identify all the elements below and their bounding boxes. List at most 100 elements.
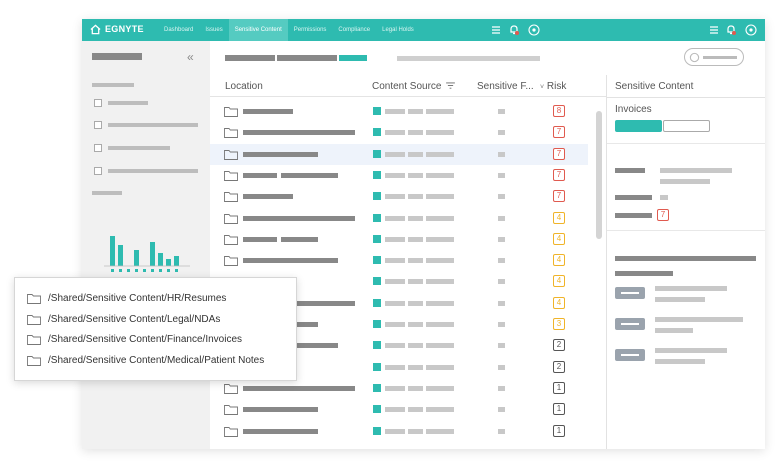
table-scrollbar[interactable]	[596, 111, 602, 239]
tag-chip[interactable]	[615, 349, 645, 361]
content-source-icon	[373, 256, 381, 265]
table-row[interactable]: 1	[210, 378, 588, 399]
filter-option-label	[108, 123, 198, 127]
nav-tab-compliance[interactable]: Compliance	[338, 27, 371, 33]
detail-panel-subtitle: Invoices	[615, 104, 652, 115]
sensitive-findings-value	[498, 194, 505, 200]
content-source-text	[426, 407, 454, 413]
nav-tab-legal-holds[interactable]: Legal Holds	[382, 27, 414, 33]
table-row[interactable]: 7	[210, 186, 588, 207]
dropdown-item[interactable]: /Shared/Sensitive Content/Finance/Invoic…	[27, 331, 242, 347]
tag-description	[655, 348, 727, 353]
nav-tab-permissions[interactable]: Permissions	[293, 27, 327, 33]
content-source-text	[408, 109, 423, 114]
detail-label	[615, 213, 652, 218]
tag-description	[655, 297, 705, 302]
content-source-text	[408, 172, 423, 178]
content-source-icon	[373, 149, 381, 158]
bell-icon[interactable]	[508, 24, 520, 36]
sensitive-findings-value	[498, 300, 505, 306]
table-row[interactable]: 7	[210, 143, 588, 165]
home-icon[interactable]	[90, 24, 101, 35]
tag-description	[655, 286, 727, 291]
table-row[interactable]: 7	[210, 122, 588, 143]
content-source-icon	[373, 213, 381, 222]
tag-chip[interactable]	[615, 318, 645, 330]
sort-desc-icon[interactable]: ˅	[540, 84, 545, 91]
table-header: Location Content Source Sensitive F... ˅…	[210, 75, 606, 97]
filter-icon[interactable]	[446, 82, 456, 89]
tag-chip[interactable]	[615, 287, 645, 299]
content-source-icon	[373, 107, 381, 115]
breadcrumb-segment[interactable]	[277, 55, 337, 61]
content-source-text	[408, 322, 423, 327]
column-header-sensitive[interactable]: Sensitive F...	[477, 81, 534, 92]
column-header-content-source[interactable]: Content Source	[372, 81, 456, 92]
filter-checkbox[interactable]	[94, 121, 102, 129]
table-row[interactable]: 1	[210, 421, 588, 442]
tag-description	[655, 359, 705, 364]
content-source-text	[426, 428, 454, 434]
location-name	[281, 343, 338, 349]
content-source-text	[385, 279, 405, 285]
content-source-text	[385, 343, 405, 349]
double-chevron-left-icon[interactable]: «	[187, 50, 194, 64]
folder-icon	[224, 107, 238, 117]
table-row[interactable]: 4	[210, 208, 588, 229]
filter-checkbox[interactable]	[94, 99, 102, 107]
folder-icon	[224, 213, 238, 224]
content-source-icon	[373, 277, 381, 286]
sensitive-findings-value	[498, 151, 505, 157]
hamburger-icon[interactable]	[490, 24, 502, 36]
sensitive-findings-value	[498, 322, 505, 327]
risk-score-badge: 7	[553, 190, 565, 203]
segment-tab-inactive[interactable]	[663, 120, 710, 132]
nav-tabs: Dashboard Issues Sensitive Content Permi…	[158, 19, 420, 41]
content-source-text	[385, 322, 405, 327]
location-name	[243, 258, 338, 264]
user-icon[interactable]	[745, 24, 757, 36]
dropdown-item[interactable]: /Shared/Sensitive Content/HR/Resumes	[27, 290, 226, 306]
risk-distribution-chart	[104, 236, 190, 272]
risk-score-badge: 8	[553, 105, 565, 117]
sensitive-findings-value	[498, 428, 505, 434]
content-source-text	[408, 151, 423, 157]
content-source-text	[385, 215, 405, 221]
search-pill[interactable]	[684, 48, 744, 66]
sensitive-content-table: Location Content Source Sensitive F... ˅…	[210, 75, 606, 449]
hamburger-icon[interactable]	[708, 24, 720, 36]
nav-tab-issues[interactable]: Issues	[205, 27, 223, 33]
table-row[interactable]: 1	[210, 399, 588, 420]
filter-checkbox[interactable]	[94, 144, 102, 152]
breadcrumb-segment[interactable]	[225, 55, 275, 61]
table-row[interactable]: 7	[210, 165, 588, 186]
filter-checkbox[interactable]	[94, 167, 102, 175]
content-source-icon	[373, 128, 381, 137]
location-name	[243, 407, 318, 413]
segment-tab-active[interactable]	[615, 120, 662, 132]
folder-icon	[224, 170, 238, 181]
bell-icon[interactable]	[725, 24, 737, 36]
content-source-icon	[373, 405, 381, 414]
user-icon[interactable]	[528, 24, 540, 36]
dropdown-item-label: /Shared/Sensitive Content/Finance/Invoic…	[48, 333, 242, 345]
table-row[interactable]: 8	[210, 101, 588, 122]
dropdown-item[interactable]: /Shared/Sensitive Content/Medical/Patien…	[27, 352, 264, 368]
table-row[interactable]: 4	[210, 250, 588, 271]
content-source-text	[385, 194, 405, 200]
table-row[interactable]: 4	[210, 293, 588, 314]
content-source-icon	[373, 234, 381, 243]
table-row[interactable]: 4	[210, 229, 588, 250]
detail-label	[615, 195, 652, 200]
column-header-risk[interactable]: ˅ Risk	[540, 81, 566, 92]
location-name	[243, 385, 355, 391]
column-header-location[interactable]: Location	[225, 81, 263, 92]
dropdown-item[interactable]: /Shared/Sensitive Content/Legal/NDAs	[27, 311, 220, 327]
loading-ring-icon	[689, 52, 700, 63]
content-source-text	[408, 300, 423, 306]
nav-tab-dashboard[interactable]: Dashboard	[164, 27, 194, 33]
nav-tab-sensitive-content[interactable]: Sensitive Content	[228, 19, 288, 41]
egnyte-logo[interactable]: EGNYTE	[105, 24, 144, 34]
sensitive-findings-value	[498, 109, 505, 114]
content-source-text	[408, 407, 423, 413]
